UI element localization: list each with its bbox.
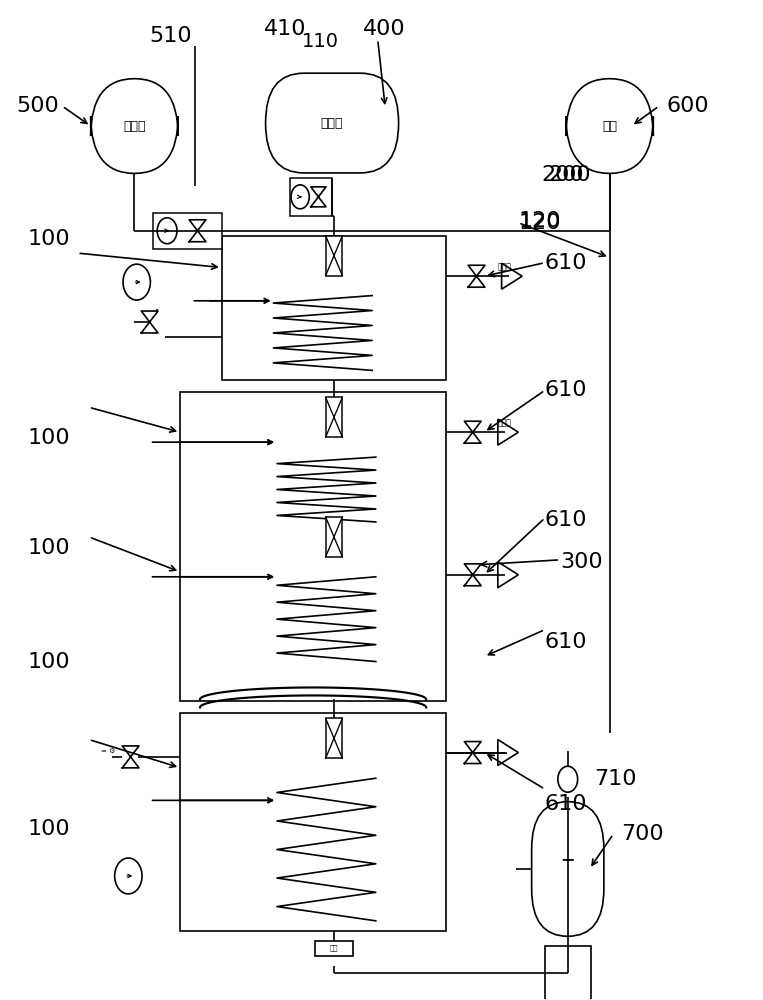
Bar <box>326 236 343 276</box>
Text: 产品: 产品 <box>330 944 338 951</box>
Text: 液碱: 液碱 <box>602 120 617 133</box>
Text: 200: 200 <box>541 165 584 185</box>
FancyBboxPatch shape <box>91 79 178 173</box>
Text: 610: 610 <box>545 794 588 814</box>
Text: 100: 100 <box>28 229 71 249</box>
FancyBboxPatch shape <box>566 79 653 173</box>
Text: 100: 100 <box>28 428 71 448</box>
Text: 410: 410 <box>264 19 306 39</box>
Text: = ⚙: = ⚙ <box>101 748 115 754</box>
Text: 300: 300 <box>560 552 603 572</box>
Bar <box>222 236 446 380</box>
Bar <box>326 397 343 437</box>
Bar <box>290 178 332 216</box>
Text: 500: 500 <box>17 96 60 116</box>
Text: 710: 710 <box>594 769 637 789</box>
Text: 610: 610 <box>545 380 588 400</box>
Bar <box>326 517 343 557</box>
Text: 100: 100 <box>28 652 71 672</box>
Bar <box>153 213 222 249</box>
Text: 二循水: 二循水 <box>497 262 512 271</box>
Bar <box>326 718 343 758</box>
FancyBboxPatch shape <box>532 802 604 936</box>
FancyBboxPatch shape <box>266 73 398 173</box>
Text: 400: 400 <box>362 19 405 39</box>
Text: ━━: ━━ <box>562 854 574 864</box>
Text: 600: 600 <box>667 96 709 116</box>
Bar <box>545 946 591 1000</box>
Bar <box>180 713 446 931</box>
Text: 200: 200 <box>549 165 591 185</box>
Text: 二甲胺: 二甲胺 <box>320 117 343 130</box>
Text: 610: 610 <box>545 253 588 273</box>
Text: 610: 610 <box>545 510 588 530</box>
Text: 120: 120 <box>518 213 561 233</box>
Text: 二循水: 二循水 <box>497 418 512 427</box>
Text: 120: 120 <box>518 211 561 231</box>
Text: 100: 100 <box>28 819 71 839</box>
Text: 510: 510 <box>150 26 192 46</box>
Bar <box>180 392 446 701</box>
Text: 110: 110 <box>301 32 339 51</box>
Text: 100: 100 <box>28 538 71 558</box>
Text: 610: 610 <box>545 632 588 652</box>
Bar <box>315 941 353 956</box>
Text: 氯丙烯: 氯丙烯 <box>123 120 146 133</box>
Text: 700: 700 <box>621 824 664 844</box>
